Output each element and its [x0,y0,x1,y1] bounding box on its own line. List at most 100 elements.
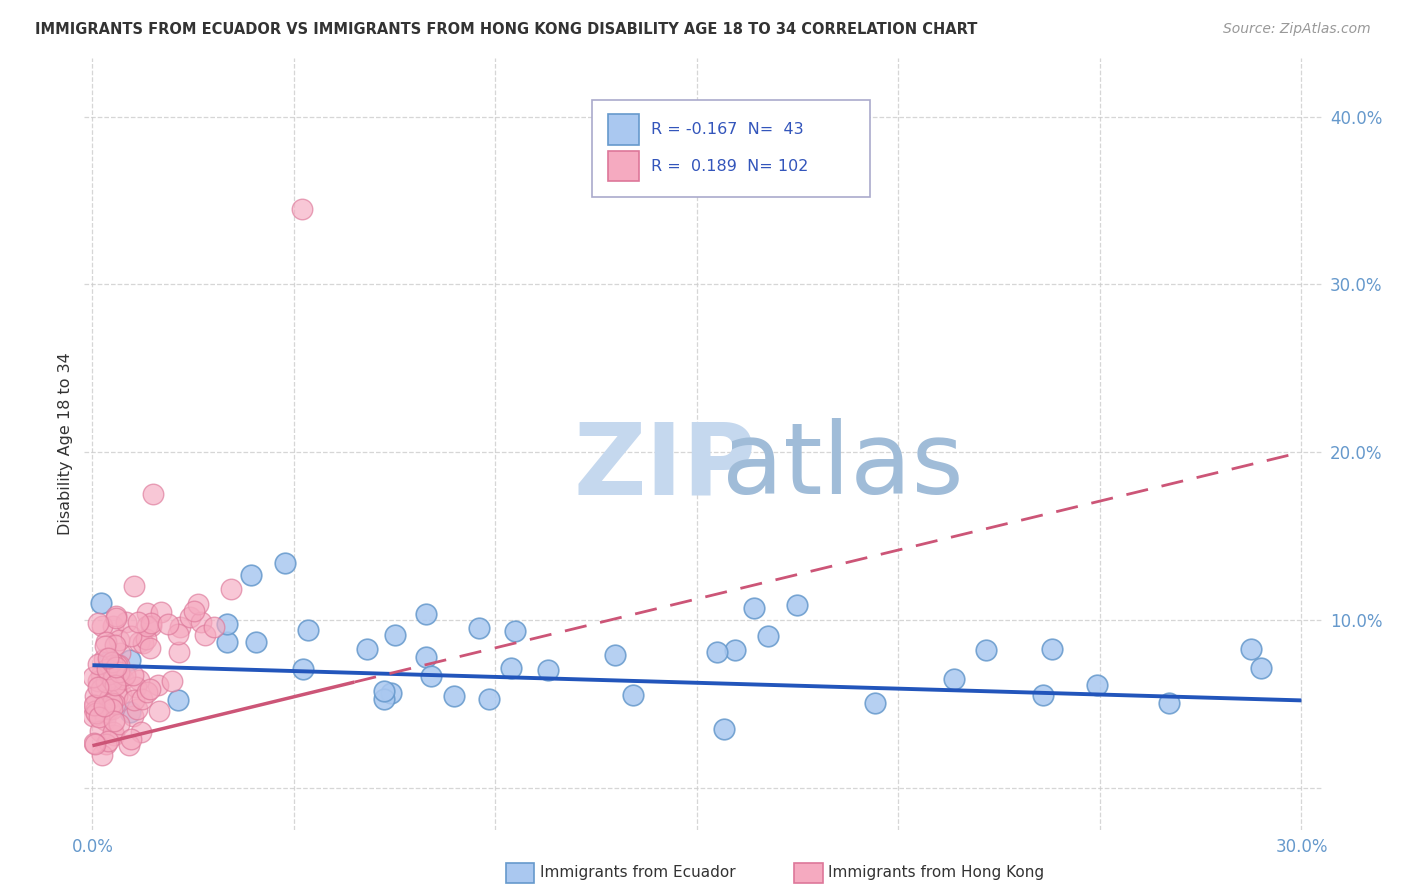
Point [148,704,170,718]
Point [292,662,315,676]
Point [107,674,129,689]
Point [373,683,395,698]
Point [183,604,205,618]
Point [122,579,145,593]
Point [122,667,145,681]
Point [103,728,125,742]
Point [756,629,779,643]
Point [943,672,966,686]
Point [202,620,225,634]
Point [86,674,108,689]
Point [415,649,437,664]
Point [82,708,104,723]
Point [179,609,201,624]
Text: R =  0.189  N= 102: R = 0.189 N= 102 [651,159,808,174]
Point [384,628,406,642]
Point [136,619,159,633]
Point [90,668,112,682]
Point [621,688,644,702]
Point [100,696,122,710]
Point [84,698,107,712]
Point [239,568,262,582]
Point [139,616,162,631]
Point [101,702,124,716]
Point [104,609,127,624]
Point [104,697,127,711]
Point [215,616,238,631]
Y-axis label: Disability Age 18 to 34: Disability Age 18 to 34 [58,352,73,535]
Point [194,628,217,642]
Point [104,667,127,681]
Point [142,487,165,501]
Point [415,607,437,622]
Point [274,556,297,570]
Point [84,737,107,751]
Point [96,662,118,676]
Point [121,709,143,723]
Point [104,638,127,652]
Point [90,682,112,697]
Point [110,646,132,660]
Point [724,643,747,657]
FancyBboxPatch shape [592,101,870,197]
Point [124,681,146,695]
Text: Immigrants from Hong Kong: Immigrants from Hong Kong [828,865,1045,880]
Point [86,657,108,672]
FancyBboxPatch shape [607,151,638,181]
Point [104,659,127,673]
Point [89,723,111,738]
Point [90,596,112,610]
Point [94,635,117,649]
Point [863,696,886,710]
Point [97,734,120,748]
Point [1250,661,1272,675]
Point [98,702,121,716]
Point [120,732,142,747]
Point [122,692,145,706]
Point [90,619,112,633]
Point [93,652,115,666]
Point [97,692,120,706]
Point [104,610,127,624]
Point [93,698,115,713]
Text: atlas: atlas [721,418,963,516]
Point [91,748,114,763]
Point [160,673,183,688]
Point [108,717,131,731]
Point [108,657,131,672]
Point [786,598,808,612]
Point [419,669,441,683]
Point [87,681,110,695]
Point [169,645,191,659]
FancyBboxPatch shape [607,114,638,145]
Point [139,641,162,656]
Point [114,667,136,681]
Point [976,642,998,657]
Point [118,738,141,752]
Point [114,615,136,629]
Point [136,606,159,620]
Point [443,689,465,703]
Point [190,615,212,629]
Point [101,655,124,669]
Point [94,737,117,751]
Text: ZIP: ZIP [574,418,756,516]
Point [167,627,190,641]
Point [93,706,115,720]
Point [132,636,155,650]
Point [87,710,110,724]
Point [87,616,110,631]
Point [108,665,131,679]
Point [167,692,190,706]
Point [713,723,735,737]
Point [139,682,162,697]
Point [134,632,156,646]
Point [706,644,728,658]
Point [83,704,105,718]
Point [84,690,107,704]
Point [148,678,170,692]
Point [103,619,125,633]
Point [135,684,157,698]
Point [82,669,104,683]
Point [131,725,153,739]
